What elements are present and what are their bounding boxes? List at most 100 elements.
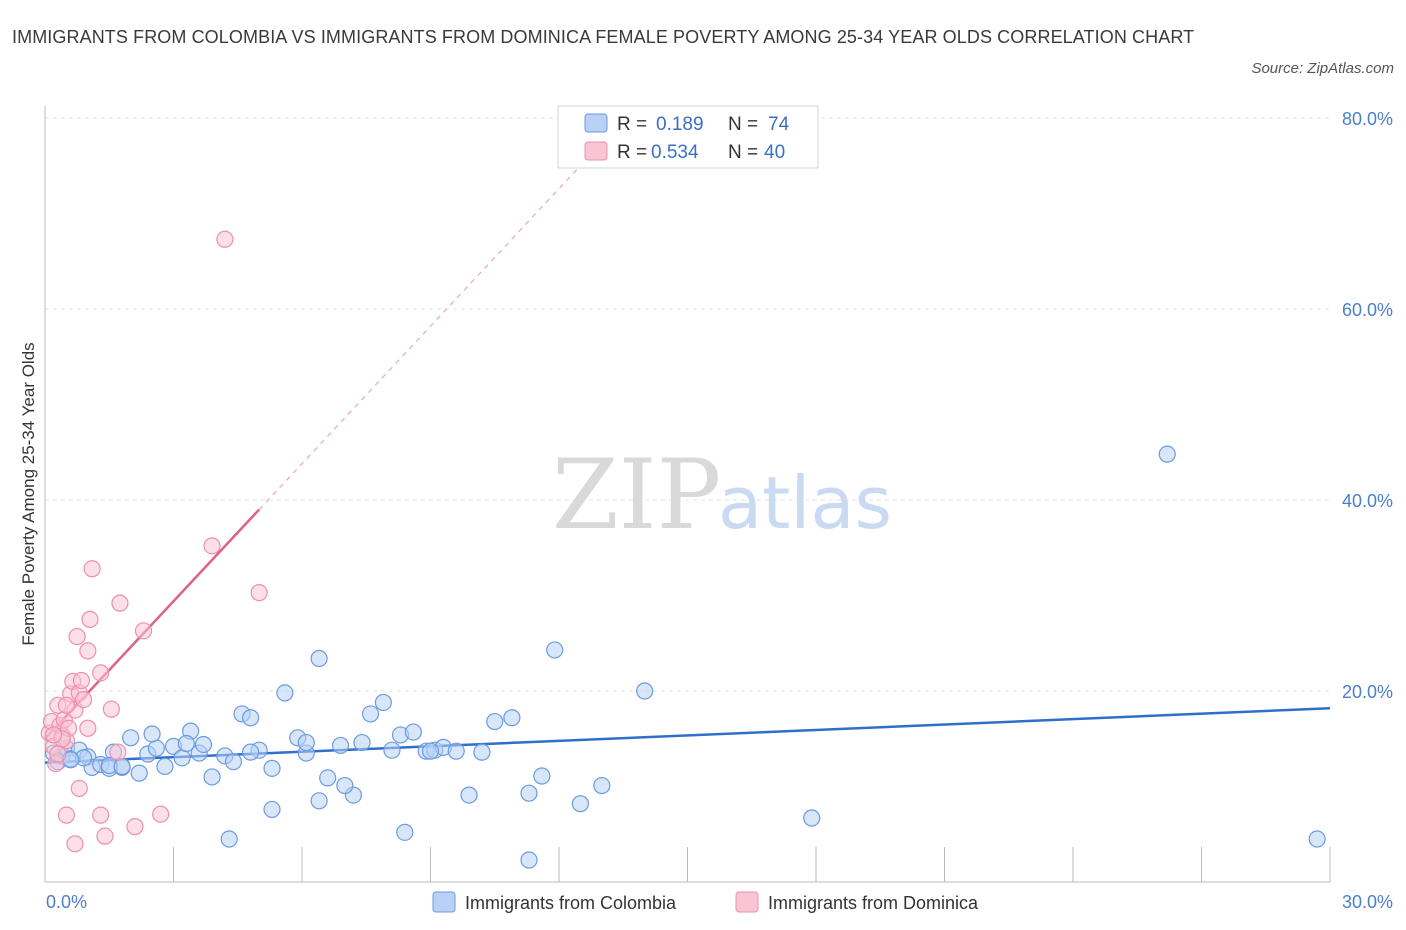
series-legend-label-colombia: Immigrants from Colombia xyxy=(465,893,677,913)
legend-n-value-dominica: 40 xyxy=(764,142,785,163)
dominica-trend-extension xyxy=(258,165,581,510)
colombia-point xyxy=(122,729,140,747)
colombia-point xyxy=(383,741,401,759)
dominica-point xyxy=(92,806,110,824)
y-tick-label: 20.0% xyxy=(1342,682,1393,702)
colombia-point xyxy=(520,851,538,869)
colombia-point xyxy=(546,641,564,659)
dominica-point xyxy=(126,818,144,836)
colombia-point xyxy=(242,709,260,727)
dominica-point xyxy=(70,779,88,798)
dominica-point xyxy=(57,806,76,824)
series-legend: Immigrants from Colombia Immigrants from… xyxy=(432,891,979,913)
colombia-point xyxy=(177,734,195,753)
colombia-point xyxy=(310,792,328,810)
dominica-point xyxy=(134,622,153,640)
legend-r-label-colombia: R = xyxy=(617,114,647,135)
dominica-point xyxy=(216,230,234,248)
legend-r-label-dominica: R = xyxy=(617,142,647,163)
colombia-point xyxy=(173,749,191,767)
colombia-point xyxy=(143,725,161,743)
x-tick-label-min: 0.0% xyxy=(46,892,87,912)
colombia-point xyxy=(503,709,521,727)
colombia-point xyxy=(361,705,380,723)
colombia-point xyxy=(636,682,654,700)
y-tick-label: 60.0% xyxy=(1342,300,1393,320)
y-axis-label: Female Poverty Among 25-34 Year Olds xyxy=(19,342,38,645)
x-tick-labels: 0.0% 30.0% xyxy=(46,892,1393,912)
y-tick-label: 40.0% xyxy=(1342,491,1393,511)
colombia-point xyxy=(113,757,131,776)
dominica-point xyxy=(72,671,91,690)
dominica-point xyxy=(74,690,93,709)
colombia-point xyxy=(447,742,465,760)
colombia-point xyxy=(1158,445,1176,463)
colombia-point xyxy=(473,743,491,761)
dominica-point xyxy=(68,627,86,646)
dominica-point xyxy=(79,642,97,660)
colombia-point xyxy=(374,693,392,712)
dominica-point xyxy=(83,560,101,578)
colombia-point xyxy=(331,736,350,755)
dominica-point xyxy=(250,584,268,602)
dominica-point xyxy=(203,537,221,555)
colombia-point xyxy=(486,712,504,731)
dominica-point xyxy=(109,743,127,761)
legend-swatch-dominica xyxy=(584,141,608,161)
colombia-point xyxy=(336,776,354,795)
colombia-point xyxy=(593,776,611,795)
y-tick-labels: 20.0% 40.0% 60.0% 80.0% xyxy=(1342,109,1393,702)
chart-title: IMMIGRANTS FROM COLOMBIA VS IMMIGRANTS F… xyxy=(12,27,1195,47)
y-tick-label: 80.0% xyxy=(1342,109,1393,129)
colombia-point xyxy=(533,767,551,785)
colombia-point xyxy=(263,800,281,819)
colombia-point xyxy=(520,784,538,802)
colombia-point xyxy=(460,786,478,804)
correlation-legend: R = 0.189 N = 74 R = 0.534 N = 40 xyxy=(557,105,819,169)
legend-swatch-colombia xyxy=(584,113,608,133)
watermark-atlas: atlas xyxy=(718,461,892,545)
dominica-point xyxy=(81,610,99,628)
dominica-point xyxy=(111,594,129,612)
colombia-point xyxy=(263,759,281,777)
dominica-point xyxy=(44,726,63,744)
colombia-point xyxy=(1308,830,1326,848)
grid-lines xyxy=(45,117,1330,692)
dominica-point xyxy=(96,827,114,845)
series-legend-swatch-colombia xyxy=(432,891,456,913)
dominica-point xyxy=(79,719,97,737)
chart-source: Source: ZipAtlas.com xyxy=(1251,60,1394,77)
colombia-point xyxy=(421,742,440,760)
dominica-point xyxy=(102,700,120,718)
legend-n-label-colombia: N = xyxy=(728,114,758,135)
colombia-point xyxy=(203,768,221,786)
series-legend-swatch-dominica xyxy=(735,891,759,913)
colombia-point xyxy=(353,733,371,752)
dominica-point xyxy=(66,835,84,853)
x-tick-label-max: 30.0% xyxy=(1342,892,1393,912)
dominica-point xyxy=(49,745,67,763)
colombia-point xyxy=(310,649,328,668)
colombia-point xyxy=(803,809,821,827)
colombia-point xyxy=(130,764,148,782)
colombia-point xyxy=(220,830,238,848)
legend-r-value-dominica: 0.534 xyxy=(651,142,699,163)
series-legend-label-dominica: Immigrants from Dominica xyxy=(768,893,979,913)
data-points xyxy=(40,230,1326,869)
dominica-point xyxy=(152,805,170,823)
colombia-point xyxy=(571,795,590,813)
watermark-zip: ZIP xyxy=(552,439,721,551)
colombia-point xyxy=(396,823,414,841)
colombia-point xyxy=(276,684,294,702)
colombia-point xyxy=(156,757,174,776)
colombia-point xyxy=(147,739,165,757)
colombia-point xyxy=(224,753,243,771)
legend-r-value-colombia: 0.189 xyxy=(656,114,704,135)
dominica-point xyxy=(57,696,76,714)
colombia-point xyxy=(194,735,213,754)
dominica-point xyxy=(92,664,110,682)
colombia-point xyxy=(404,723,422,741)
legend-n-value-colombia: 74 xyxy=(768,114,790,135)
colombia-point xyxy=(319,769,337,787)
